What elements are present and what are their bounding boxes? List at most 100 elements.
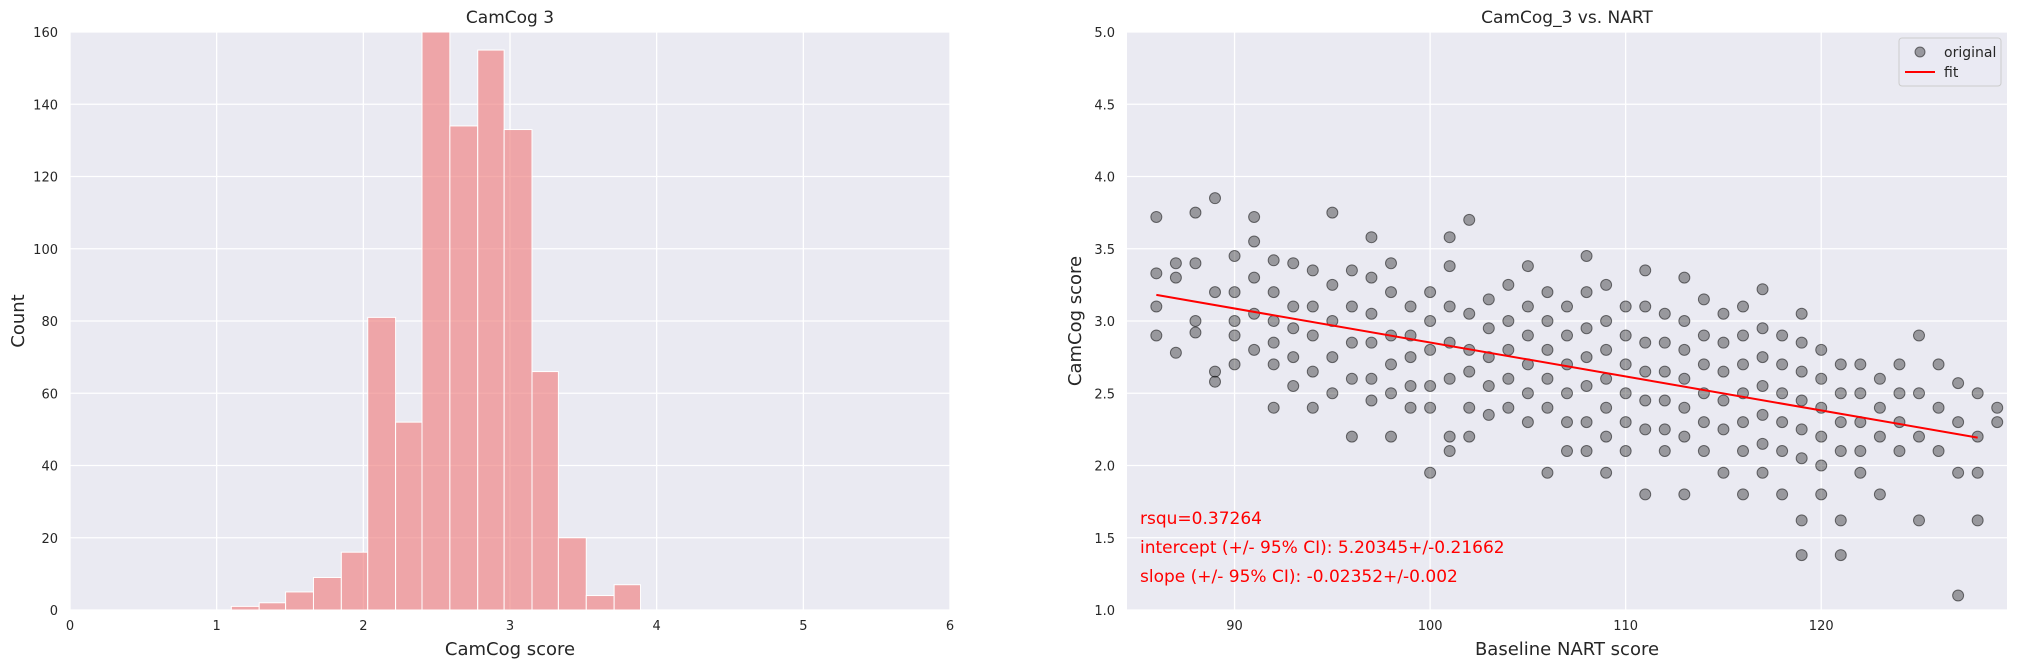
- scatter-point: [1306, 300, 1319, 313]
- scatter-point: [1639, 336, 1652, 349]
- scatter-point: [1756, 283, 1769, 296]
- scatter-point: [1658, 394, 1671, 407]
- histogram-y-tick-labels: 0 20 40 60 80 100 120 140 160: [33, 26, 58, 619]
- scatter-point: [1502, 343, 1515, 356]
- scatter-point: [1541, 286, 1554, 299]
- scatter-point: [1267, 401, 1280, 414]
- scatter-point: [1561, 416, 1573, 429]
- scatter-point: [1952, 416, 1965, 429]
- y-tick-label: 4.0: [1094, 171, 1115, 186]
- scatter-point: [1580, 249, 1593, 262]
- scatter-point: [1658, 423, 1671, 436]
- scatter-point: [1541, 466, 1554, 479]
- scatter-point: [1619, 445, 1632, 458]
- scatter-point: [1502, 401, 1515, 414]
- scatter-point: [1873, 372, 1886, 385]
- scatter-point: [1756, 351, 1769, 364]
- scatter-point: [1482, 408, 1495, 421]
- scatter-point: [1658, 336, 1671, 349]
- scatter-y-axis-label: CamCog score: [1065, 256, 1086, 386]
- scatter-point: [1267, 254, 1280, 267]
- histogram-panel: 0 1 2 3 4 5 6 0 20 40 60 80 100 120 140 160 CamCog 3 C…: [8, 8, 954, 660]
- scatter-point: [1248, 343, 1261, 356]
- scatter-point: [1795, 549, 1808, 562]
- y-tick-label: 100: [33, 243, 58, 258]
- scatter-point: [1756, 380, 1769, 393]
- x-tick-label: 110: [1613, 619, 1638, 634]
- legend-original-label: original: [1944, 45, 1996, 61]
- scatter-point: [1404, 351, 1417, 364]
- scatter-point: [1189, 315, 1202, 327]
- scatter-point: [1287, 322, 1300, 335]
- scatter-point: [1815, 372, 1828, 385]
- scatter-point: [1326, 387, 1339, 400]
- scatter-point: [1424, 286, 1437, 299]
- scatter-point: [1600, 401, 1613, 414]
- scatter-point: [1248, 307, 1261, 320]
- histogram-bar: [613, 584, 642, 611]
- y-tick-label: 3.5: [1094, 243, 1115, 258]
- scatter-point: [1228, 358, 1241, 371]
- scatter-point: [1697, 445, 1710, 458]
- histogram-bar: [340, 551, 369, 611]
- scatter-point: [1521, 329, 1534, 342]
- scatter-point: [1776, 329, 1789, 342]
- scatter-point: [1795, 423, 1808, 436]
- scatter-point: [1482, 380, 1495, 393]
- scatter-point: [1815, 488, 1828, 501]
- y-tick-label: 5.0: [1094, 26, 1115, 41]
- histogram-bar: [557, 537, 587, 611]
- scatter-point: [1228, 249, 1241, 262]
- scatter-point: [1287, 300, 1300, 313]
- histogram-bar: [477, 49, 505, 611]
- scatter-point: [1228, 286, 1241, 299]
- legend-original-marker: [1914, 46, 1926, 58]
- histogram-bar: [503, 129, 533, 611]
- y-tick-label: 4.5: [1094, 98, 1115, 113]
- scatter-point: [1795, 394, 1808, 407]
- scatter-point: [1189, 206, 1202, 219]
- scatter-point: [1952, 377, 1965, 390]
- scatter-point: [1893, 358, 1906, 371]
- scatter-point: [1424, 380, 1437, 393]
- scatter-point: [1345, 372, 1358, 385]
- x-tick-label: 2: [359, 619, 367, 634]
- scatter-point: [1678, 372, 1691, 385]
- scatter-point: [1932, 358, 1945, 371]
- scatter-point: [1561, 329, 1573, 342]
- scatter-point: [1619, 300, 1632, 313]
- scatter-point: [1893, 387, 1906, 400]
- scatter-point: [1815, 430, 1828, 443]
- scatter-point: [1169, 257, 1182, 270]
- scatter-point: [1463, 430, 1476, 443]
- scatter-point: [1169, 271, 1182, 284]
- scatter-point: [1600, 278, 1613, 291]
- y-tick-label: 2.0: [1094, 460, 1115, 475]
- scatter-point: [1209, 365, 1221, 378]
- scatter-point: [1619, 329, 1632, 342]
- scatter-point: [1580, 380, 1593, 393]
- scatter-point: [1482, 293, 1495, 306]
- scatter-annotation-slope: slope (+/- 95% CI): -0.02352+/-0.002: [1140, 567, 1458, 587]
- scatter-point: [1443, 372, 1456, 385]
- histogram-bar: [395, 421, 423, 611]
- scatter-point: [1776, 387, 1789, 400]
- scatter-point: [1580, 416, 1593, 429]
- scatter-point: [1991, 401, 2004, 414]
- scatter-point: [1228, 329, 1241, 342]
- legend-fit-label: fit: [1944, 65, 1959, 81]
- scatter-point: [1365, 271, 1378, 284]
- scatter-point: [1952, 589, 1965, 602]
- scatter-point: [1228, 315, 1241, 327]
- y-tick-label: 120: [33, 171, 58, 186]
- scatter-point: [1717, 365, 1730, 378]
- scatter-point: [1600, 343, 1613, 356]
- scatter-point: [1189, 326, 1202, 339]
- x-tick-label: 120: [1809, 619, 1834, 634]
- histogram-bar: [367, 316, 397, 611]
- scatter-point: [1678, 401, 1691, 414]
- scatter-point: [1737, 416, 1749, 429]
- scatter-point: [1541, 372, 1554, 385]
- y-tick-label: 40: [41, 460, 58, 475]
- scatter-point: [1365, 336, 1378, 349]
